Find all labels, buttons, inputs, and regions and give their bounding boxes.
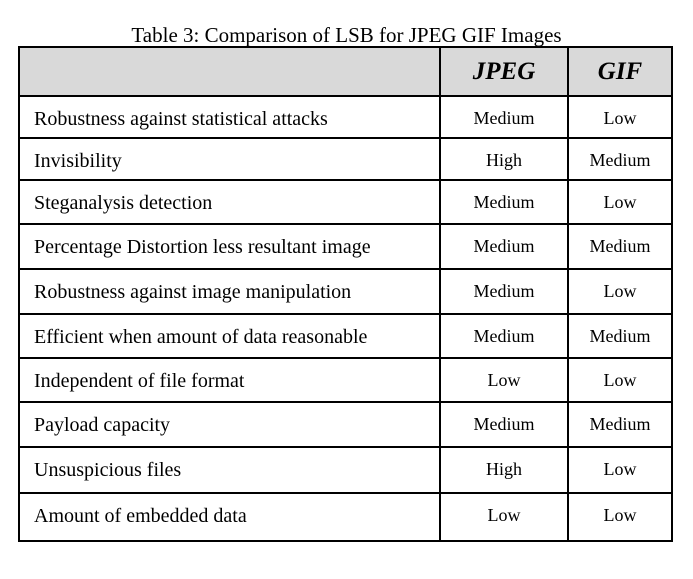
- table-row: Efficient when amount of data reasonable…: [18, 313, 673, 359]
- header-jpeg: JPEG: [439, 46, 569, 97]
- gif-rating-cell: Medium: [567, 401, 673, 448]
- jpeg-rating-cell: High: [439, 137, 569, 181]
- comparison-table: JPEG GIF Robustness against statistical …: [18, 46, 673, 542]
- gif-rating-cell: Low: [567, 179, 673, 225]
- gif-rating-cell: Medium: [567, 313, 673, 359]
- feature-cell: Independent of file format: [18, 357, 441, 403]
- table-row: Invisibility High Medium: [18, 137, 673, 181]
- jpeg-rating-cell: Medium: [439, 95, 569, 139]
- feature-cell: Robustness against image manipulation: [18, 268, 441, 315]
- feature-cell: Steganalysis detection: [18, 179, 441, 225]
- header-gif: GIF: [567, 46, 673, 97]
- gif-rating-cell: Low: [567, 268, 673, 315]
- jpeg-rating-cell: Medium: [439, 401, 569, 448]
- gif-rating-cell: Low: [567, 446, 673, 494]
- feature-cell: Unsuspicious files: [18, 446, 441, 494]
- table-caption: Table 3: Comparison of LSB for JPEG GIF …: [131, 23, 562, 47]
- feature-cell: Efficient when amount of data reasonable: [18, 313, 441, 359]
- table-row: Payload capacity Medium Medium: [18, 401, 673, 448]
- jpeg-rating-cell: Medium: [439, 179, 569, 225]
- feature-cell: Invisibility: [18, 137, 441, 181]
- gif-rating-cell: Low: [567, 492, 673, 542]
- jpeg-rating-cell: Low: [439, 357, 569, 403]
- jpeg-rating-cell: Medium: [439, 268, 569, 315]
- gif-rating-cell: Low: [567, 95, 673, 139]
- table-row: Robustness against statistical attacks M…: [18, 95, 673, 139]
- table-row: Amount of embedded data Low Low: [18, 492, 673, 542]
- jpeg-rating-cell: Low: [439, 492, 569, 542]
- feature-cell: Amount of embedded data: [18, 492, 441, 542]
- feature-cell: Robustness against statistical attacks: [18, 95, 441, 139]
- table-row: Percentage Distortion less resultant ima…: [18, 223, 673, 270]
- jpeg-rating-cell: High: [439, 446, 569, 494]
- gif-rating-cell: Medium: [567, 223, 673, 270]
- table-header-row: JPEG GIF: [18, 46, 673, 97]
- table-row: Unsuspicious files High Low: [18, 446, 673, 494]
- feature-cell: Percentage Distortion less resultant ima…: [18, 223, 441, 270]
- gif-rating-cell: Low: [567, 357, 673, 403]
- jpeg-rating-cell: Medium: [439, 313, 569, 359]
- feature-cell: Payload capacity: [18, 401, 441, 448]
- gif-rating-cell: Medium: [567, 137, 673, 181]
- table-row: Independent of file format Low Low: [18, 357, 673, 403]
- jpeg-rating-cell: Medium: [439, 223, 569, 270]
- table-row: Robustness against image manipulation Me…: [18, 268, 673, 315]
- header-feature: [18, 46, 441, 97]
- table-row: Steganalysis detection Medium Low: [18, 179, 673, 225]
